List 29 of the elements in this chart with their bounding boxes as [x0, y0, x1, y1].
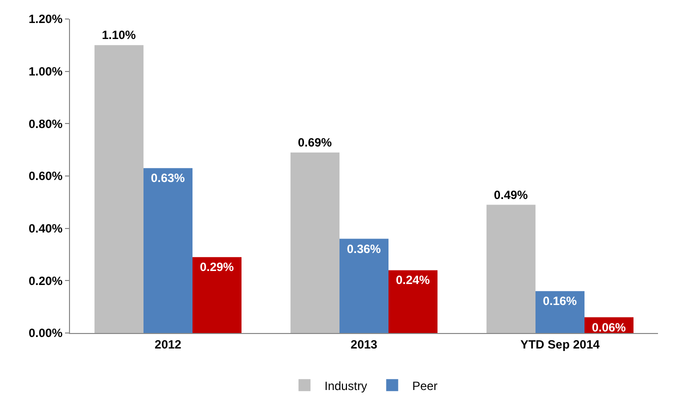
- legend-label: Industry: [324, 378, 368, 393]
- legend-label: Peer: [412, 378, 438, 393]
- x-tick-label: 2013: [350, 337, 378, 352]
- bar: [340, 238, 388, 333]
- x-tick-label: 2012: [154, 337, 182, 352]
- data-label: 0.06%: [592, 320, 626, 334]
- y-tick-label: 0.40%: [28, 222, 63, 236]
- bar: [388, 270, 438, 333]
- data-label: 0.49%: [494, 188, 528, 202]
- data-label: 0.29%: [200, 260, 234, 274]
- bar: [94, 45, 144, 333]
- x-tick-label: YTD Sep 2014: [520, 337, 600, 352]
- bar: [290, 152, 340, 333]
- bar: [536, 291, 584, 333]
- bar: [144, 168, 192, 333]
- y-tick-label: 0.80%: [28, 116, 63, 131]
- data-label: 0.24%: [396, 273, 430, 288]
- data-label: 0.63%: [150, 171, 186, 186]
- bar: [192, 257, 242, 333]
- y-tick-label: 0.20%: [28, 274, 63, 288]
- data-label: 0.16%: [542, 294, 578, 308]
- data-label: 0.36%: [346, 242, 382, 256]
- data-label: 0.69%: [298, 135, 332, 150]
- data-label: 1.10%: [102, 28, 136, 42]
- y-tick-label: 0.60%: [28, 169, 63, 184]
- bar: [486, 204, 536, 333]
- y-tick-label: 1.20%: [28, 12, 63, 26]
- y-tick-label: 0.00%: [28, 326, 63, 340]
- y-tick-label: 1.00%: [28, 64, 63, 79]
